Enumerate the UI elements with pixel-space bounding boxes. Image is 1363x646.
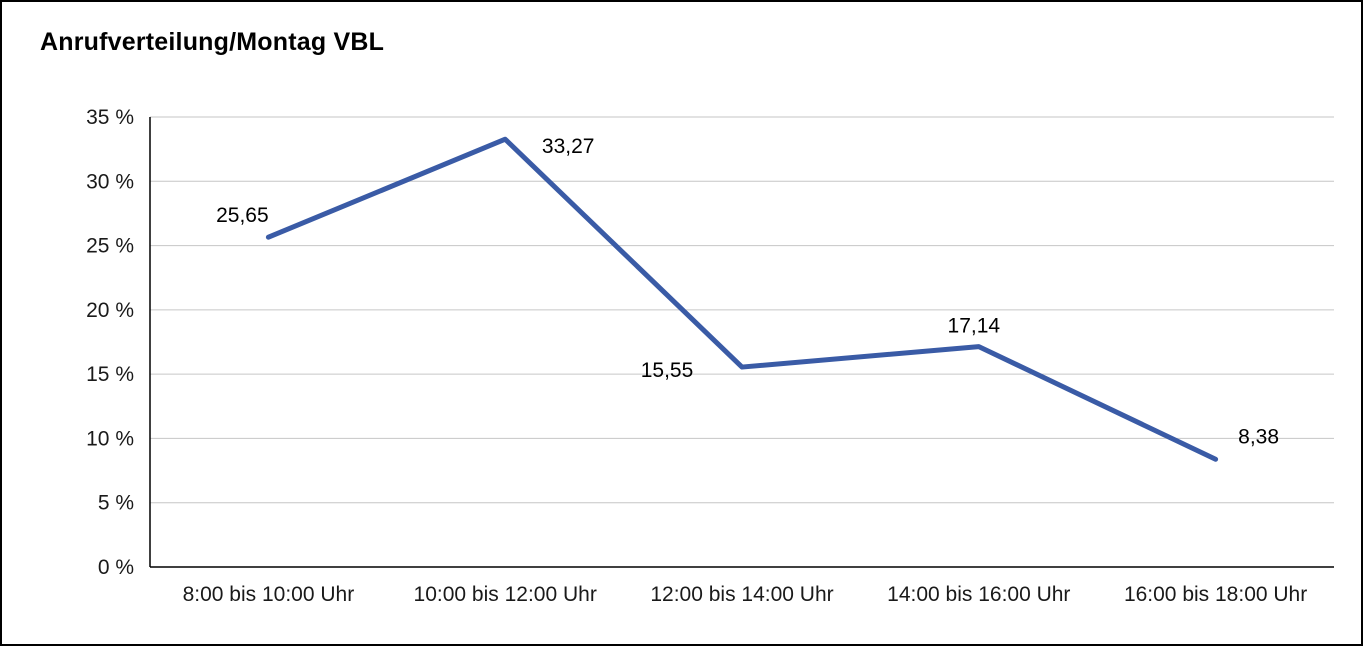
data-point-label: 33,27 [542, 135, 595, 158]
data-point-label: 25,65 [216, 204, 269, 227]
x-axis-label: 12:00 bis 14:00 Uhr [650, 583, 833, 606]
y-tick-label: 15 % [86, 363, 134, 386]
data-line [265, 136, 1219, 462]
data-point-label: 17,14 [948, 315, 1001, 338]
x-axis-label: 10:00 bis 12:00 Uhr [414, 583, 597, 606]
x-axis-label: 8:00 bis 10:00 Uhr [183, 583, 355, 606]
y-tick-label: 35 % [86, 106, 134, 129]
y-tick-label: 25 % [86, 235, 134, 258]
y-tick-label: 20 % [86, 299, 134, 322]
y-tick-label: 10 % [86, 427, 134, 450]
y-tick-label: 5 % [98, 492, 134, 515]
y-tick-label: 0 % [98, 556, 134, 579]
y-tick-label: 30 % [86, 170, 134, 193]
data-point-label: 8,38 [1238, 425, 1279, 448]
x-axis-label: 14:00 bis 16:00 Uhr [887, 583, 1070, 606]
x-axis-label: 16:00 bis 18:00 Uhr [1124, 583, 1307, 606]
chart-title: Anrufverteilung/Montag VBL [40, 28, 385, 56]
data-point-label: 15,55 [641, 359, 694, 382]
